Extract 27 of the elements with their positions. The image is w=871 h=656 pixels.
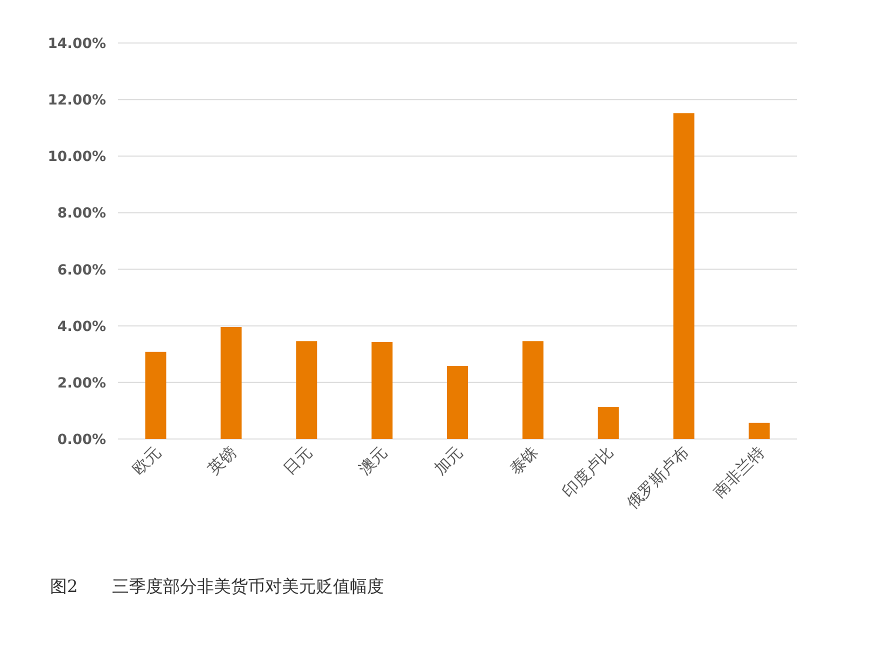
x-tick-label: 澳元 <box>354 442 391 478</box>
y-tick-label: 0.00% <box>57 432 106 448</box>
x-tick-label: 加元 <box>430 442 466 478</box>
y-tick-label: 12.00% <box>48 92 106 109</box>
y-tick-label: 4.00% <box>57 318 106 335</box>
text: 图2 三季度部分非美货币对美元贬值幅度 <box>50 577 384 597</box>
bar <box>447 366 468 439</box>
bar <box>748 422 770 439</box>
bar <box>598 407 619 439</box>
bar <box>522 341 544 439</box>
x-tick-label: 英镑 <box>204 442 240 478</box>
x-tick-label: 日元 <box>279 442 316 478</box>
x-tick-label: 南非兰特 <box>709 442 768 502</box>
bar <box>296 341 318 439</box>
y-tick-label: 2.00% <box>57 375 106 392</box>
x-tick-label: 俄罗斯卢布 <box>622 442 693 512</box>
x-tick-label: 欧元 <box>128 442 165 478</box>
bar <box>372 342 393 439</box>
x-tick-label: 泰铢 <box>506 442 542 478</box>
bar <box>145 352 166 439</box>
x-tick-label: 印度卢比 <box>558 442 618 502</box>
y-tick-label: 14.00% <box>48 36 106 52</box>
y-tick-label: 10.00% <box>48 149 106 166</box>
bar <box>220 326 242 439</box>
y-tick-label: 6.00% <box>57 262 106 278</box>
y-tick-label: 8.00% <box>57 206 106 222</box>
bar <box>673 113 694 439</box>
